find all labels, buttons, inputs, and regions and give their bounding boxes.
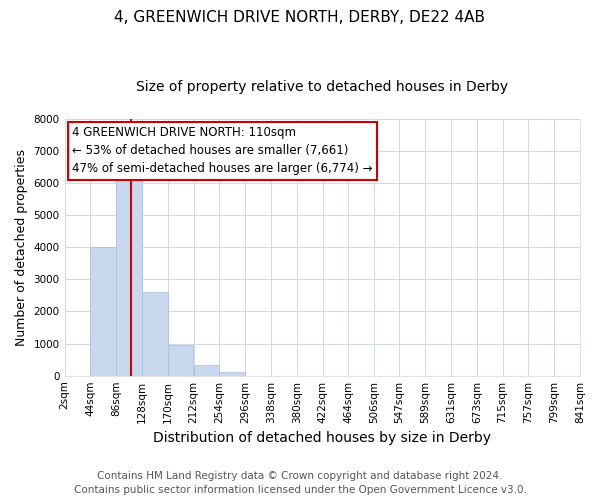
Bar xyxy=(116,164,142,376)
Bar xyxy=(220,372,245,376)
Y-axis label: Number of detached properties: Number of detached properties xyxy=(15,148,28,346)
Bar xyxy=(194,366,219,376)
Bar xyxy=(91,247,116,376)
Text: Contains HM Land Registry data © Crown copyright and database right 2024.
Contai: Contains HM Land Registry data © Crown c… xyxy=(74,471,526,495)
Bar xyxy=(168,345,193,376)
X-axis label: Distribution of detached houses by size in Derby: Distribution of detached houses by size … xyxy=(153,431,491,445)
Text: 4 GREENWICH DRIVE NORTH: 110sqm
← 53% of detached houses are smaller (7,661)
47%: 4 GREENWICH DRIVE NORTH: 110sqm ← 53% of… xyxy=(72,126,373,176)
Text: 4, GREENWICH DRIVE NORTH, DERBY, DE22 4AB: 4, GREENWICH DRIVE NORTH, DERBY, DE22 4A… xyxy=(115,10,485,25)
Title: Size of property relative to detached houses in Derby: Size of property relative to detached ho… xyxy=(136,80,508,94)
Bar xyxy=(142,292,167,376)
